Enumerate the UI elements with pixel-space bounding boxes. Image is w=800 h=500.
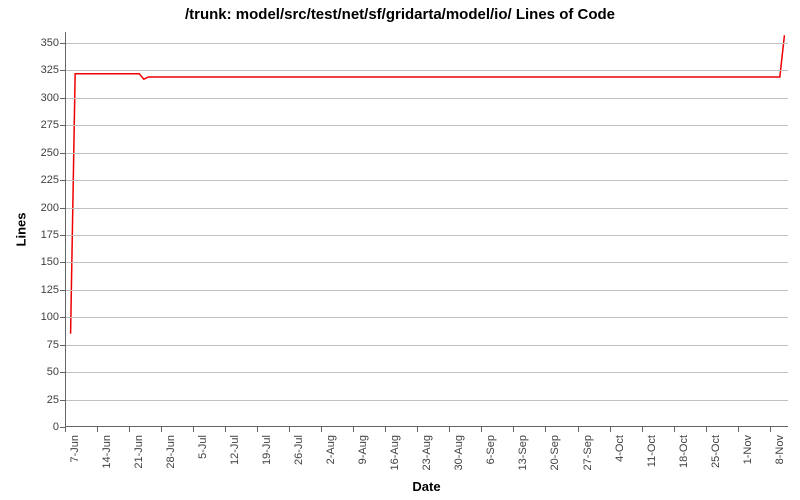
y-tick-mark [60, 235, 65, 236]
x-tick-mark [513, 427, 514, 432]
x-tick-label: 1-Nov [742, 435, 754, 477]
y-tick-mark [60, 372, 65, 373]
x-tick-label: 26-Jul [293, 435, 305, 477]
x-tick-mark [578, 427, 579, 432]
y-tick-label: 200 [41, 202, 59, 214]
x-tick-label: 6-Sep [485, 435, 497, 477]
y-tick-label: 75 [47, 339, 59, 351]
x-tick-mark [642, 427, 643, 432]
x-tick-label: 23-Aug [421, 435, 433, 477]
data-line [66, 32, 789, 427]
y-tick-label: 0 [53, 421, 59, 433]
gridline [66, 235, 788, 236]
y-tick-mark [60, 125, 65, 126]
x-tick-label: 11-Oct [646, 435, 658, 477]
y-tick-label: 175 [41, 229, 59, 241]
x-tick-mark [129, 427, 130, 432]
y-tick-label: 150 [41, 256, 59, 268]
x-tick-label: 25-Oct [710, 435, 722, 477]
x-tick-label: 19-Jul [261, 435, 273, 477]
y-tick-mark [60, 70, 65, 71]
x-tick-label: 12-Jul [229, 435, 241, 477]
x-tick-label: 5-Jul [197, 435, 209, 477]
x-tick-label: 20-Sep [549, 435, 561, 477]
y-axis-label: Lines [13, 212, 28, 246]
gridline [66, 70, 788, 71]
x-tick-mark [257, 427, 258, 432]
y-tick-mark [60, 153, 65, 154]
x-tick-mark [97, 427, 98, 432]
loc-chart: /trunk: model/src/test/net/sf/gridarta/m… [0, 0, 800, 500]
x-tick-mark [545, 427, 546, 432]
x-tick-label: 18-Oct [678, 435, 690, 477]
y-tick-mark [60, 98, 65, 99]
gridline [66, 262, 788, 263]
x-tick-label: 4-Oct [614, 435, 626, 477]
x-axis-label: Date [65, 479, 788, 494]
y-tick-mark [60, 290, 65, 291]
gridline [66, 372, 788, 373]
y-tick-label: 50 [47, 366, 59, 378]
gridline [66, 400, 788, 401]
y-tick-label: 225 [41, 174, 59, 186]
gridline [66, 345, 788, 346]
y-tick-mark [60, 345, 65, 346]
gridline [66, 180, 788, 181]
x-tick-mark [481, 427, 482, 432]
gridline [66, 43, 788, 44]
y-tick-label: 275 [41, 119, 59, 131]
y-tick-label: 325 [41, 64, 59, 76]
x-tick-label: 27-Sep [582, 435, 594, 477]
x-tick-mark [385, 427, 386, 432]
x-tick-mark [193, 427, 194, 432]
y-tick-mark [60, 400, 65, 401]
x-tick-mark [770, 427, 771, 432]
x-tick-mark [289, 427, 290, 432]
gridline [66, 153, 788, 154]
gridline [66, 98, 788, 99]
y-tick-mark [60, 262, 65, 263]
x-tick-label: 28-Jun [165, 435, 177, 477]
y-tick-mark [60, 43, 65, 44]
x-tick-mark [161, 427, 162, 432]
x-tick-mark [738, 427, 739, 432]
x-tick-mark [674, 427, 675, 432]
x-tick-mark [417, 427, 418, 432]
x-tick-label: 16-Aug [389, 435, 401, 477]
x-tick-label: 14-Jun [101, 435, 113, 477]
x-tick-label: 21-Jun [133, 435, 145, 477]
y-tick-label: 25 [47, 394, 59, 406]
y-tick-mark [60, 208, 65, 209]
y-tick-mark [60, 317, 65, 318]
y-tick-mark [60, 180, 65, 181]
x-tick-label: 30-Aug [453, 435, 465, 477]
x-tick-mark [706, 427, 707, 432]
y-tick-label: 100 [41, 311, 59, 323]
plot-area [65, 32, 788, 427]
y-tick-label: 300 [41, 92, 59, 104]
y-tick-label: 250 [41, 147, 59, 159]
x-tick-mark [610, 427, 611, 432]
gridline [66, 317, 788, 318]
x-tick-mark [321, 427, 322, 432]
x-tick-label: 7-Jun [69, 435, 81, 477]
chart-title: /trunk: model/src/test/net/sf/gridarta/m… [0, 6, 800, 23]
x-tick-label: 8-Nov [774, 435, 786, 477]
y-tick-label: 125 [41, 284, 59, 296]
x-tick-mark [353, 427, 354, 432]
x-tick-mark [225, 427, 226, 432]
x-tick-mark [449, 427, 450, 432]
x-tick-label: 13-Sep [517, 435, 529, 477]
x-tick-label: 2-Aug [325, 435, 337, 477]
gridline [66, 208, 788, 209]
x-tick-label: 9-Aug [357, 435, 369, 477]
x-tick-mark [65, 427, 66, 432]
y-tick-label: 350 [41, 37, 59, 49]
gridline [66, 125, 788, 126]
gridline [66, 290, 788, 291]
